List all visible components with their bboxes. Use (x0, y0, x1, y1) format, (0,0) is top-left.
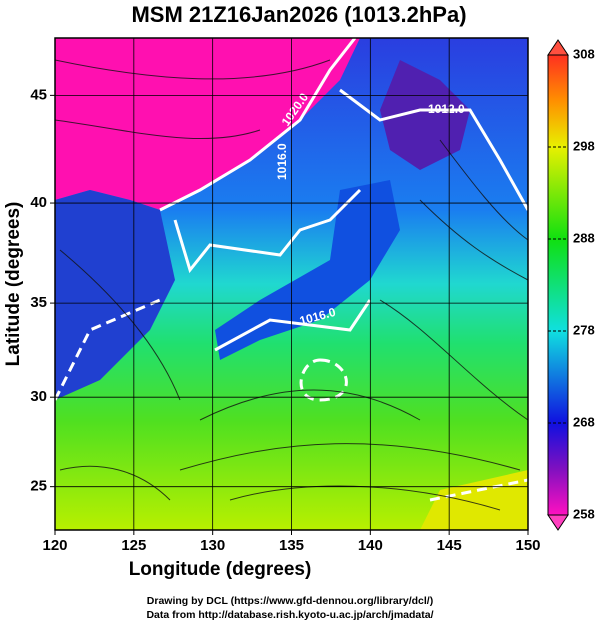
contour-label: 1012.0 (428, 102, 465, 116)
x-tick-label: 120 (42, 537, 67, 554)
x-tick-label: 145 (437, 537, 462, 554)
y-axis-title: Latitude (degrees) (3, 202, 24, 367)
colorbar-tick-label: 268 (573, 414, 595, 429)
chart-title: MSM 21Z16Jan2026 (1013.2hPa) (131, 2, 466, 27)
credit: Data from http://database.rish.kyoto-u.a… (146, 609, 433, 621)
y-tick-label: 45 (30, 86, 47, 103)
credit: Drawing by DCL (https://www.gfd-dennou.o… (147, 595, 433, 607)
colorbar-tick-label: 308 (573, 46, 595, 61)
y-tick-label: 40 (30, 194, 47, 211)
y-tick-label: 30 (30, 388, 47, 405)
japan-region (215, 180, 400, 360)
x-tick-label: 150 (515, 537, 540, 554)
contour-label: 1016.0 (275, 143, 289, 180)
y-tick-label: 25 (30, 478, 47, 495)
colorbar-tick-label: 298 (573, 138, 595, 153)
colorbar-tick-label: 258 (573, 506, 595, 521)
colorbar-tick-label: 278 (573, 322, 595, 337)
colorbar-max-arrow (547, 39, 569, 56)
continent-region (55, 190, 175, 400)
cold-region (55, 38, 360, 210)
hokkaido-region (380, 60, 470, 170)
x-axis-title: Longitude (degrees) (129, 559, 312, 580)
x-tick-label: 130 (200, 537, 225, 554)
colorbar-min-arrow (547, 514, 569, 531)
x-tick-label: 125 (121, 537, 146, 554)
colorbar (547, 54, 569, 516)
isobars (55, 38, 528, 502)
colorbar-tick-label: 288 (573, 230, 595, 245)
x-tick-label: 135 (279, 537, 304, 554)
y-tick-label: 35 (30, 294, 47, 311)
x-tick-label: 140 (358, 537, 383, 554)
